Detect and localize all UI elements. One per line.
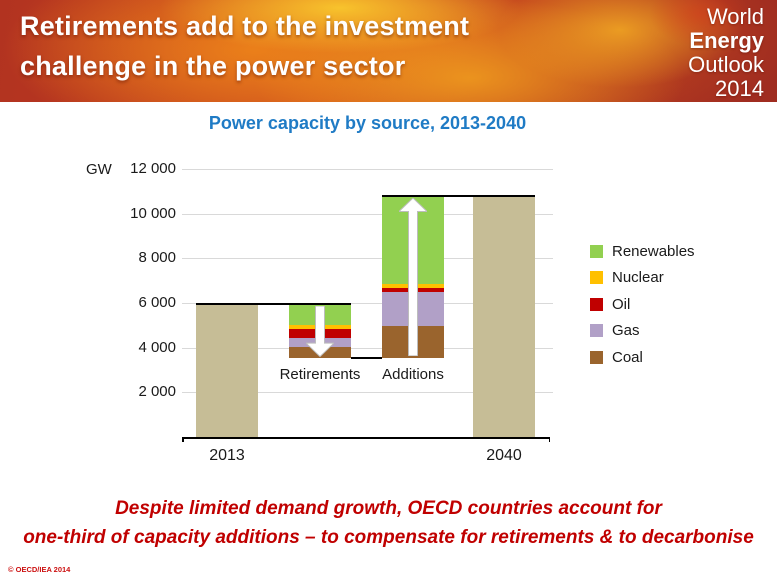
down-arrow-icon [306, 306, 334, 357]
footer-message: Despite limited demand growth, OECD coun… [0, 494, 777, 552]
y-gridline [182, 347, 553, 349]
bar-additions-segment-coal [382, 326, 444, 358]
bar-retirements-segment-renewables [289, 304, 351, 326]
weo-logo: World Energy Outlook 2014 [688, 5, 764, 101]
legend-swatch [590, 271, 603, 285]
x-axis-end-tick [182, 437, 184, 442]
bar-retirements-segment-gas [289, 337, 351, 347]
waterfall-connector [382, 194, 535, 197]
waterfall-connector [196, 303, 351, 306]
legend-item-nuclear: Nuclear [590, 265, 695, 292]
y-gridline [182, 303, 553, 304]
y-gridline [182, 169, 553, 170]
bar-additions-segment-oil [382, 288, 444, 292]
y-gridline [182, 392, 553, 394]
weo-logo-year: 2014 [715, 76, 764, 101]
slide-title: Retirements add to the investment challe… [20, 6, 469, 86]
legend-label: Oil [612, 295, 631, 313]
header-banner: Retirements add to the investment challe… [0, 0, 777, 102]
x-axis-label-2013: 2013 [209, 447, 245, 464]
y-tick-label: 6 000 [138, 294, 176, 311]
weo-logo-outlook: Outlook [688, 52, 764, 77]
y-tick-label: 4 000 [138, 338, 176, 356]
legend-label: Renewables [612, 242, 695, 260]
up-arrow-icon [399, 197, 427, 356]
legend-item-gas: Gas [590, 318, 695, 345]
y-gridline [182, 258, 553, 260]
bar-retirements-segment-oil [289, 328, 351, 338]
bar-2013 [196, 304, 258, 437]
chart-title: Power capacity by source, 2013-2040 [208, 113, 527, 133]
bar-retirements-segment-coal [289, 346, 351, 358]
chart-legend: Renewables Nuclear Oil Gas Coal [590, 238, 695, 371]
y-gridline [182, 213, 553, 215]
footer-message-line1: Despite limited demand growth, OECD coun… [115, 498, 662, 519]
legend-label: Nuclear [612, 269, 664, 287]
legend-swatch [590, 350, 603, 364]
y-tick-label: 8 000 [138, 249, 176, 267]
footer-message-line2: one-third of capacity additions – to com… [23, 527, 754, 548]
bar-additions-segment-gas [382, 291, 444, 327]
slide-title-line1: Retirements add to the investment [20, 11, 470, 41]
x-axis-line [182, 437, 550, 439]
legend-label: Coal [612, 348, 643, 366]
x-axis-end-tick [548, 437, 550, 442]
bar-label-additions: Additions [382, 365, 444, 383]
legend-item-coal: Coal [590, 344, 695, 371]
legend-swatch [590, 324, 603, 338]
bar-additions-segment-nuclear [382, 284, 444, 289]
copyright-notice: © OECD/IEA 2014 [8, 565, 71, 574]
waterfall-connector [351, 356, 382, 359]
bar-label-retirements: Retirements [279, 365, 361, 383]
bar-additions-segment-renewables [382, 195, 444, 284]
bar-retirements-segment-nuclear [289, 325, 351, 329]
y-tick-label: 10 000 [130, 204, 176, 222]
legend-item-oil: Oil [590, 291, 695, 318]
y-tick-label: 2 000 [138, 383, 176, 401]
x-axis-label-2040: 2040 [486, 447, 522, 464]
bar-2040 [473, 195, 535, 437]
legend-swatch [590, 297, 603, 311]
weo-logo-world: World [706, 4, 764, 29]
weo-logo-energy: Energy [689, 28, 764, 53]
legend-item-renewables: Renewables [590, 238, 695, 265]
slide-title-line2: challenge in the power sector [20, 51, 406, 81]
legend-swatch [590, 244, 603, 258]
y-axis-unit-label: GW [86, 161, 112, 178]
legend-label: Gas [612, 322, 640, 340]
